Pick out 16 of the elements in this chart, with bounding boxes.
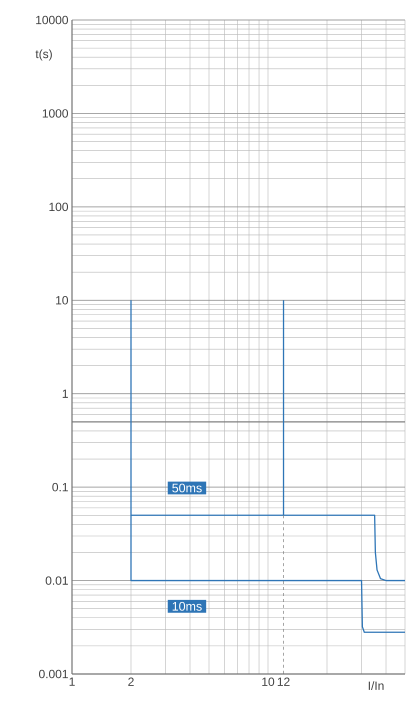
series-label: 50ms <box>172 484 202 492</box>
y-tick-label: 1 <box>62 390 68 398</box>
x-tick-label: 2 <box>128 678 134 686</box>
x-tick-label: 12 <box>278 678 290 686</box>
y-tick-label: 10 <box>56 296 68 305</box>
y-axis-title: t(s) <box>36 49 52 61</box>
y-tick-label: 10000 <box>36 16 68 24</box>
y-tick-label: 1000 <box>42 109 68 118</box>
y-tick-label: 0.001 <box>39 670 68 678</box>
y-tick-label: 0.01 <box>46 576 68 585</box>
x-axis-title: I/In <box>368 681 384 690</box>
y-tick-label: 0.1 <box>52 482 68 492</box>
y-tick-label: 100 <box>49 202 68 212</box>
x-tick-label: 10 <box>262 678 274 686</box>
x-tick-label: 1 <box>70 678 75 686</box>
series-label: 10ms <box>172 602 202 611</box>
